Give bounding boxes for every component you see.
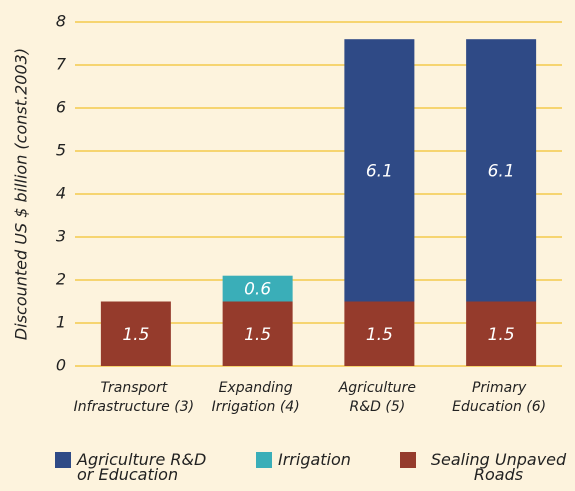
value-label: 0.6 [244, 280, 271, 300]
y-tick-label: 6 [56, 98, 66, 117]
x-tick-label: Expanding [219, 380, 293, 396]
legend-label: Irrigation [278, 450, 351, 469]
value-label: 1.5 [488, 325, 515, 345]
legend-entry: Sealing Unpaved Roads [400, 450, 575, 484]
legend-label: Agriculture R&D or Education [77, 450, 207, 484]
x-tick-label: R&D (5) [350, 399, 406, 415]
bar-segment [344, 301, 415, 366]
legend-swatch [55, 452, 71, 468]
x-tick-label: Education (6) [452, 399, 546, 415]
x-tick-label: Irrigation (4) [212, 399, 300, 415]
y-tick-label: 5 [56, 141, 66, 160]
x-tick-label: Infrastructure (3) [74, 399, 194, 415]
legend-swatch [256, 452, 272, 468]
value-label: 1.5 [366, 325, 393, 345]
bar-segment [466, 39, 537, 302]
legend-swatch [400, 452, 416, 468]
x-tick-label: Primary [472, 380, 527, 396]
y-tick-label: 7 [56, 55, 67, 74]
y-tick-label: 3 [56, 227, 66, 246]
legend-label: Sealing Unpaved Roads [430, 450, 567, 484]
value-label: 1.5 [122, 325, 149, 345]
value-label: 6.1 [366, 161, 393, 181]
bar-segment [344, 39, 415, 302]
y-tick-label: 1 [56, 313, 66, 332]
y-tick-label: 0 [56, 356, 66, 375]
legend-entry: Agriculture R&D or Education [55, 450, 210, 484]
y-tick-label: 2 [56, 270, 66, 289]
y-tick-label: 8 [56, 12, 66, 31]
x-tick-label: Transport [101, 380, 168, 396]
bar-segment [100, 301, 171, 366]
bar-segment [222, 301, 293, 366]
y-axis-label: Discounted US $ billion (const.2003) [12, 48, 31, 340]
legend-entry: Irrigation [256, 452, 376, 468]
bar-segment [466, 301, 537, 366]
value-label: 6.1 [488, 161, 515, 181]
y-tick-label: 4 [56, 184, 66, 203]
bar-segment [222, 275, 293, 302]
x-tick-label: Agriculture [338, 380, 416, 396]
value-label: 1.5 [244, 325, 271, 345]
